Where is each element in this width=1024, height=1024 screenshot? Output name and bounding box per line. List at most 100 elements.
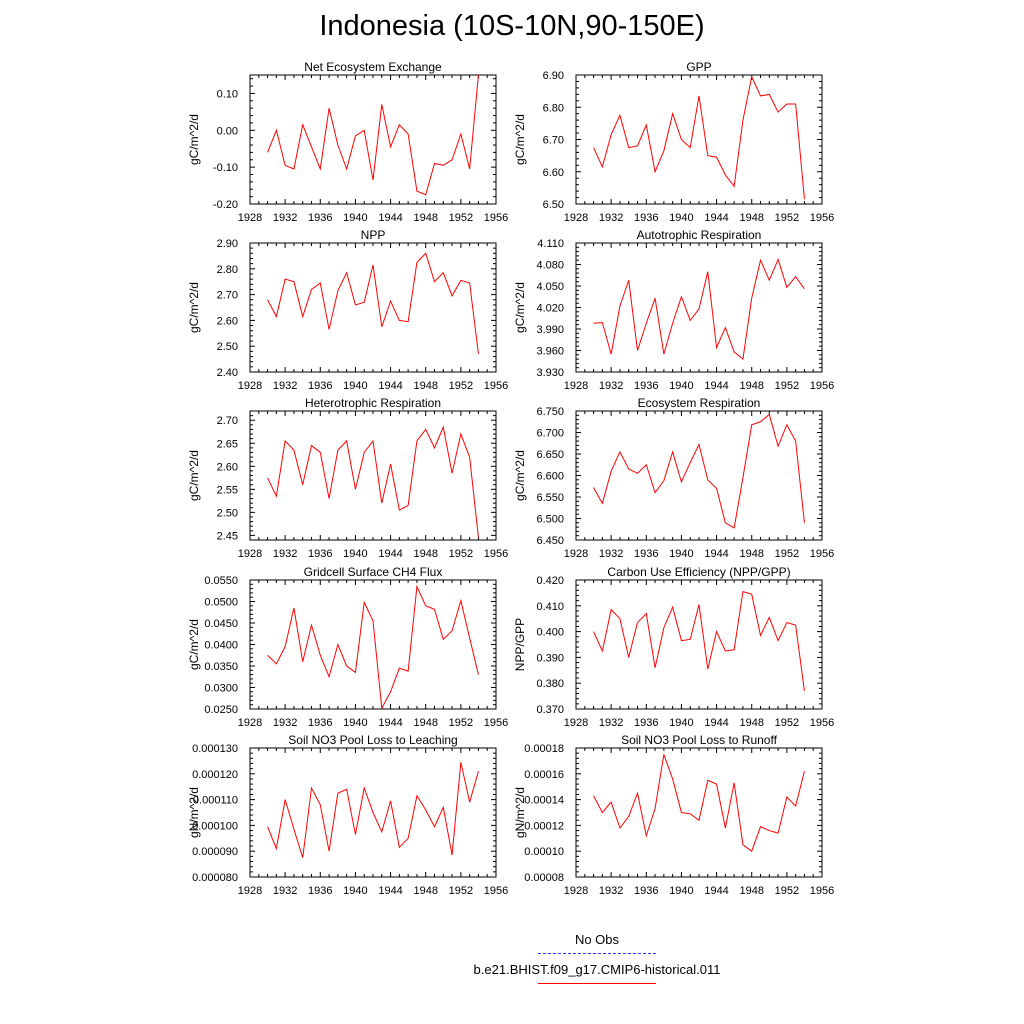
chart-panel-7: Gridcell Surface CH4 Flux gC/m^2/d 1928 193… bbox=[187, 565, 508, 729]
y-tick-label: 2.50 bbox=[217, 341, 238, 353]
y-tick-label: 0.000090 bbox=[192, 846, 238, 858]
y-tick-label: 6.750 bbox=[536, 406, 564, 418]
x-tick-label: 1952 bbox=[449, 380, 473, 392]
x-tick-label: 1932 bbox=[273, 548, 297, 560]
x-tick-label: 1940 bbox=[343, 717, 367, 729]
y-tick-label: 4.020 bbox=[536, 303, 564, 315]
chart-panel-10: Soil NO3 Pool Loss to Runoff gN/m^2/d 1928… bbox=[513, 733, 834, 897]
y-tick-label: 3.990 bbox=[536, 324, 564, 336]
chart-title: Net Ecosystem Exchange bbox=[304, 60, 442, 74]
x-tick-label: 1932 bbox=[599, 548, 623, 560]
x-tick-label: 1928 bbox=[564, 885, 588, 897]
series-line bbox=[593, 413, 805, 529]
x-tick-label: 1944 bbox=[704, 380, 728, 392]
x-tick-label: 1944 bbox=[378, 885, 402, 897]
y-axis-label: gC/m^2/d bbox=[513, 450, 527, 501]
series-line bbox=[267, 584, 479, 710]
y-axis-label: gC/m^2/d bbox=[187, 114, 201, 165]
chart-panel-5: Heterotrophic Respiration gC/m^2/d 1928 193… bbox=[187, 396, 508, 560]
x-tick-label: 1936 bbox=[308, 717, 332, 729]
y-tick-label: 0.00014 bbox=[524, 795, 564, 807]
x-tick-label: 1928 bbox=[564, 212, 588, 224]
x-tick-label: 1936 bbox=[308, 380, 332, 392]
x-tick-label: 1944 bbox=[704, 212, 728, 224]
x-tick-label: 1948 bbox=[739, 380, 763, 392]
y-tick-label: 0.0450 bbox=[204, 618, 238, 630]
y-tick-label: 6.550 bbox=[536, 492, 564, 504]
x-tick-label: 1936 bbox=[308, 212, 332, 224]
y-axis-label: gC/m^2/d bbox=[187, 450, 201, 501]
y-tick-label: 0.390 bbox=[536, 652, 564, 664]
x-tick-label: 1952 bbox=[775, 885, 799, 897]
y-tick-label: 0.0550 bbox=[204, 575, 238, 587]
x-tick-label: 1936 bbox=[634, 380, 658, 392]
x-tick-label: 1944 bbox=[704, 885, 728, 897]
x-tick-label: 1956 bbox=[810, 380, 834, 392]
series-line bbox=[267, 425, 479, 538]
chart-panel-3: NPP gC/m^2/d 1928 1932 1936 1940 1944 1948 1952 1… bbox=[187, 228, 508, 392]
x-tick-label: 1956 bbox=[810, 548, 834, 560]
y-tick-label: 2.55 bbox=[217, 484, 238, 496]
x-tick-label: 1948 bbox=[413, 717, 437, 729]
y-tick-label: 4.050 bbox=[536, 281, 564, 293]
y-tick-label: 2.60 bbox=[217, 315, 238, 327]
x-tick-label: 1936 bbox=[634, 717, 658, 729]
y-tick-label: 0.000080 bbox=[192, 872, 238, 884]
y-tick-label: -0.10 bbox=[213, 162, 238, 174]
y-tick-label: 0.10 bbox=[217, 88, 238, 100]
chart-title: Soil NO3 Pool Loss to Runoff bbox=[621, 733, 778, 747]
x-tick-label: 1936 bbox=[634, 885, 658, 897]
x-tick-label: 1948 bbox=[739, 717, 763, 729]
x-tick-label: 1936 bbox=[308, 885, 332, 897]
x-tick-label: 1932 bbox=[599, 380, 623, 392]
x-tick-label: 1956 bbox=[484, 380, 508, 392]
y-tick-label: 6.60 bbox=[543, 167, 564, 179]
y-tick-label: 6.90 bbox=[543, 70, 564, 82]
x-tick-label: 1948 bbox=[413, 548, 437, 560]
x-tick-label: 1928 bbox=[238, 548, 262, 560]
chart-panel-9: Soil NO3 Pool Loss to Leaching gN/m^2/d 19… bbox=[187, 733, 508, 897]
x-tick-label: 1936 bbox=[634, 548, 658, 560]
plot-frame bbox=[575, 74, 823, 205]
x-tick-label: 1952 bbox=[449, 548, 473, 560]
x-tick-label: 1928 bbox=[564, 380, 588, 392]
legend-obs-label: No Obs bbox=[574, 932, 620, 947]
x-tick-label: 1952 bbox=[449, 885, 473, 897]
y-tick-label: 0.00 bbox=[217, 125, 238, 137]
plot-frame bbox=[575, 747, 823, 878]
series-line bbox=[267, 74, 479, 196]
x-tick-label: 1952 bbox=[449, 212, 473, 224]
y-tick-label: 4.080 bbox=[536, 260, 564, 272]
x-tick-label: 1940 bbox=[343, 548, 367, 560]
y-tick-label: 6.50 bbox=[543, 199, 564, 211]
y-tick-label: 6.500 bbox=[536, 514, 564, 526]
x-tick-label: 1928 bbox=[238, 885, 262, 897]
legend-model-line bbox=[538, 983, 656, 984]
x-tick-label: 1948 bbox=[739, 548, 763, 560]
x-tick-label: 1944 bbox=[378, 717, 402, 729]
x-tick-label: 1952 bbox=[775, 717, 799, 729]
x-tick-label: 1932 bbox=[273, 212, 297, 224]
x-tick-label: 1956 bbox=[810, 717, 834, 729]
chart-title: Heterotrophic Respiration bbox=[305, 396, 441, 410]
y-tick-label: 6.700 bbox=[536, 428, 564, 440]
y-tick-label: 0.000110 bbox=[193, 795, 238, 807]
y-tick-label: 0.000130 bbox=[192, 743, 238, 755]
x-tick-label: 1932 bbox=[273, 885, 297, 897]
y-axis-label: gN/m^2/d bbox=[187, 787, 201, 838]
y-axis-label: gC/m^2/d bbox=[513, 282, 527, 333]
x-tick-label: 1940 bbox=[343, 380, 367, 392]
x-tick-label: 1932 bbox=[599, 885, 623, 897]
x-tick-label: 1952 bbox=[775, 212, 799, 224]
x-tick-label: 1940 bbox=[343, 212, 367, 224]
y-tick-label: 2.40 bbox=[217, 367, 238, 379]
y-tick-label: 0.00016 bbox=[524, 769, 564, 781]
plot-frame bbox=[249, 579, 497, 710]
y-tick-label: 0.0500 bbox=[204, 597, 238, 609]
chart-title: Carbon Use Efficiency (NPP/GPP) bbox=[607, 565, 790, 579]
chart-title: NPP bbox=[361, 228, 386, 242]
y-tick-label: 2.45 bbox=[217, 530, 238, 542]
legend-model-label: b.e21.BHIST.f09_g17.CMIP6-historical.011 bbox=[473, 962, 721, 977]
page-title: Indonesia (10S-10N,90-150E) bbox=[319, 10, 705, 42]
